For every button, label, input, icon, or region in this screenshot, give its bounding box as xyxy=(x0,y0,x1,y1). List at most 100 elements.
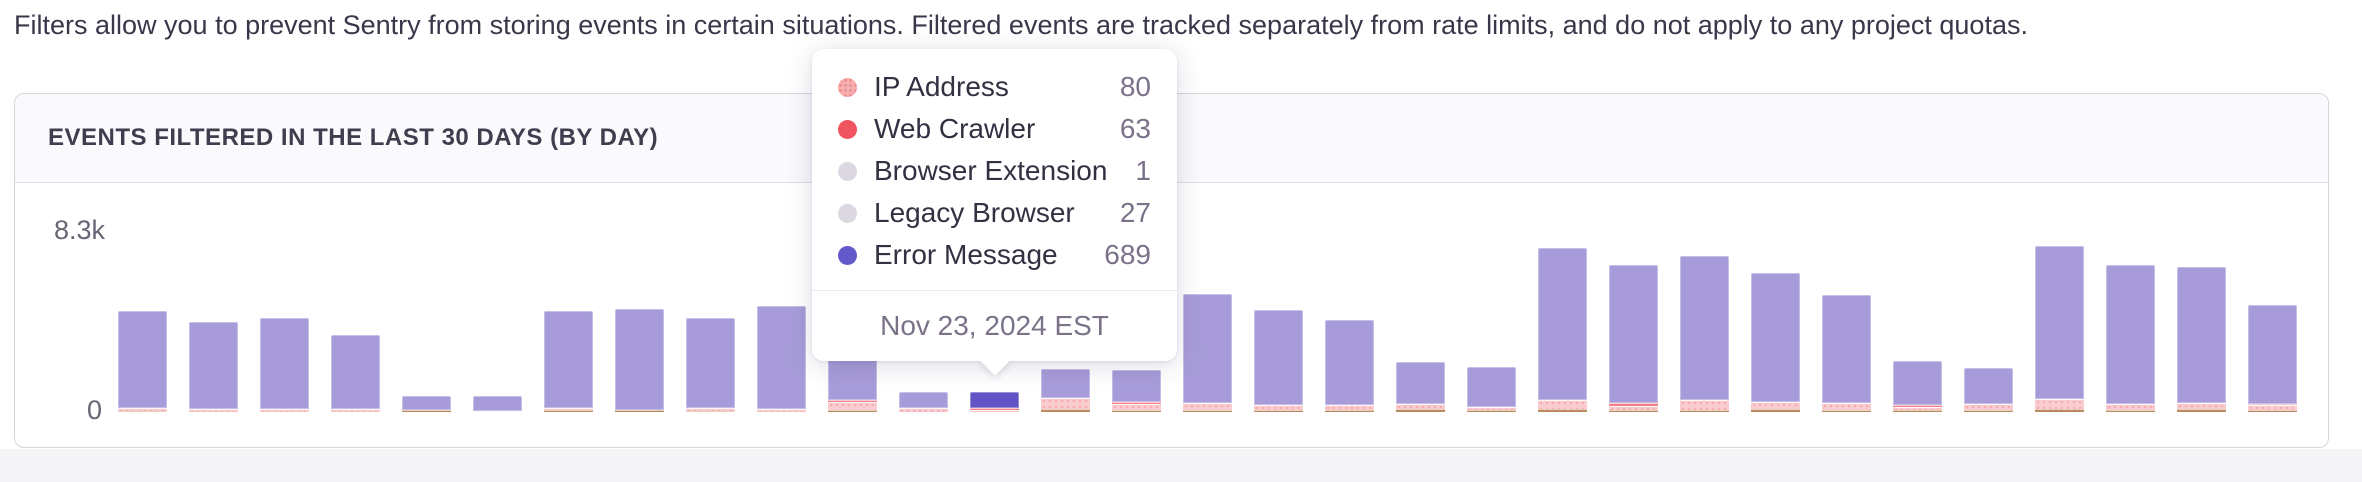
bar-segment-error-message xyxy=(970,392,1019,409)
tooltip-rows: IP Address 80 Web Crawler 63 Browser Extensi… xyxy=(812,49,1177,290)
bar-day-29[interactable] xyxy=(2106,264,2155,412)
bar-segment-web-crawler xyxy=(1112,402,1161,404)
bar-day-22[interactable] xyxy=(1609,264,1658,412)
bar-segment-other xyxy=(2035,409,2084,412)
bar-day-18[interactable] xyxy=(1325,320,1374,412)
tooltip-row-browser-extension: Browser Extension 1 xyxy=(812,150,1177,192)
bar-segment-error-message xyxy=(1538,247,1587,400)
bar-segment-error-message xyxy=(260,317,309,409)
bar-segment-ip-address xyxy=(331,408,380,412)
bar-day-6[interactable] xyxy=(473,396,522,412)
bar-segment-other xyxy=(1183,409,1232,412)
bar-segment-error-message xyxy=(1609,264,1658,403)
bar-day-19[interactable] xyxy=(1396,362,1445,412)
bar-segment-error-message xyxy=(615,308,664,410)
bar-day-12[interactable] xyxy=(899,392,948,412)
bar-day-16[interactable] xyxy=(1183,293,1232,412)
bar-segment-other xyxy=(2106,409,2155,412)
bar-segment-ip-address xyxy=(828,402,877,411)
bar-segment-other xyxy=(686,410,735,412)
bar-segment-other xyxy=(1609,409,1658,412)
y-axis-max-label: 8.3k xyxy=(54,215,106,245)
bar-day-25[interactable] xyxy=(1822,294,1871,412)
bar-segment-error-message xyxy=(331,334,380,409)
bar-segment-other xyxy=(1112,409,1161,412)
bar-segment-ip-address xyxy=(1822,402,1871,410)
bar-day-28[interactable] xyxy=(2035,245,2084,412)
bar-segment-ip-address xyxy=(2035,399,2084,409)
bar-segment-ip-address xyxy=(1467,407,1516,411)
bar-segment-error-message xyxy=(2106,264,2155,405)
bar-segment-ip-address xyxy=(1751,401,1800,409)
tooltip-row-label: Legacy Browser xyxy=(874,197,1075,228)
tooltip-row-value: 63 xyxy=(1119,113,1151,144)
legacy-browser-legend-dot-icon xyxy=(838,203,857,223)
bar-day-31[interactable] xyxy=(2248,305,2297,412)
bar-day-4[interactable] xyxy=(331,334,380,412)
filters-description-text: Filters allow you to prevent Sentry from… xyxy=(14,10,2028,40)
bar-day-9[interactable] xyxy=(686,317,735,412)
bar-segment-error-message xyxy=(1396,362,1445,404)
bar-day-30[interactable] xyxy=(2177,266,2226,412)
bar-day-2[interactable] xyxy=(189,321,238,412)
bar-day-26[interactable] xyxy=(1893,361,1942,412)
bar-day-13[interactable] xyxy=(970,392,1019,412)
tooltip-row-error-message: Error Message 689 xyxy=(812,234,1177,276)
bar-segment-ip-address xyxy=(1964,404,2013,410)
tooltip-row-value: 27 xyxy=(1119,197,1151,228)
bar-day-8[interactable] xyxy=(615,308,664,412)
bar-segment-ip-address xyxy=(260,409,309,412)
bar-segment-other xyxy=(1041,409,1090,412)
bar-segment-error-message xyxy=(544,310,593,409)
bar-segment-other xyxy=(828,410,877,412)
tooltip-row-label: Web Crawler xyxy=(874,113,1036,144)
bar-day-24[interactable] xyxy=(1751,272,1800,412)
bar-day-14[interactable] xyxy=(1041,369,1090,412)
bar-day-23[interactable] xyxy=(1680,255,1729,412)
bar-segment-error-message xyxy=(686,317,735,408)
bar-segment-other xyxy=(1467,410,1516,412)
bar-day-7[interactable] xyxy=(544,310,593,412)
bar-segment-web-crawler xyxy=(828,399,877,403)
tooltip-row-ip-address: IP Address 80 xyxy=(812,66,1177,108)
bar-day-27[interactable] xyxy=(1964,368,2013,412)
filtered-events-chart: 8.3k 0 xyxy=(15,184,2328,447)
bar-day-3[interactable] xyxy=(260,317,309,412)
bars-container xyxy=(15,184,2328,447)
bar-segment-ip-address xyxy=(1893,407,1942,410)
web-crawler-legend-dot-icon xyxy=(838,119,857,139)
bar-segment-other xyxy=(615,409,664,412)
bar-segment-ip-address xyxy=(757,409,806,412)
bar-day-17[interactable] xyxy=(1254,310,1303,412)
bar-segment-other xyxy=(1254,410,1303,412)
bar-day-1[interactable] xyxy=(118,310,167,412)
bar-day-5[interactable] xyxy=(402,396,451,412)
bar-segment-error-message xyxy=(899,392,948,408)
bar-day-20[interactable] xyxy=(1467,367,1516,412)
bar-segment-web-crawler xyxy=(2248,403,2297,406)
bar-segment-other xyxy=(118,410,167,412)
tooltip-date: Nov 23, 2024 EST xyxy=(812,290,1177,361)
bar-segment-error-message xyxy=(2035,245,2084,399)
tooltip-row-legacy-browser: Legacy Browser 27 xyxy=(812,192,1177,234)
bar-day-15[interactable] xyxy=(1112,370,1161,412)
bar-segment-ip-address xyxy=(2177,402,2226,409)
tooltip-row-value: 80 xyxy=(1119,71,1151,102)
bar-segment-ip-address xyxy=(1396,403,1445,409)
bar-segment-other xyxy=(1325,410,1374,412)
bar-segment-error-message xyxy=(402,396,451,410)
tooltip-row-label: IP Address xyxy=(874,71,1009,102)
bar-segment-error-message xyxy=(1751,272,1800,402)
bar-segment-ip-address xyxy=(686,408,735,411)
bar-segment-error-message xyxy=(1254,310,1303,405)
bar-segment-ip-address xyxy=(473,410,522,412)
bar-day-10[interactable] xyxy=(757,305,806,412)
bar-segment-other xyxy=(2248,410,2297,412)
bar-segment-other xyxy=(1893,409,1942,412)
bar-segment-ip-address xyxy=(1538,400,1587,409)
bar-segment-ip-address xyxy=(2248,405,2297,411)
bar-day-21[interactable] xyxy=(1538,247,1587,412)
bar-segment-error-message xyxy=(757,305,806,409)
bar-segment-ip-address xyxy=(189,409,238,412)
